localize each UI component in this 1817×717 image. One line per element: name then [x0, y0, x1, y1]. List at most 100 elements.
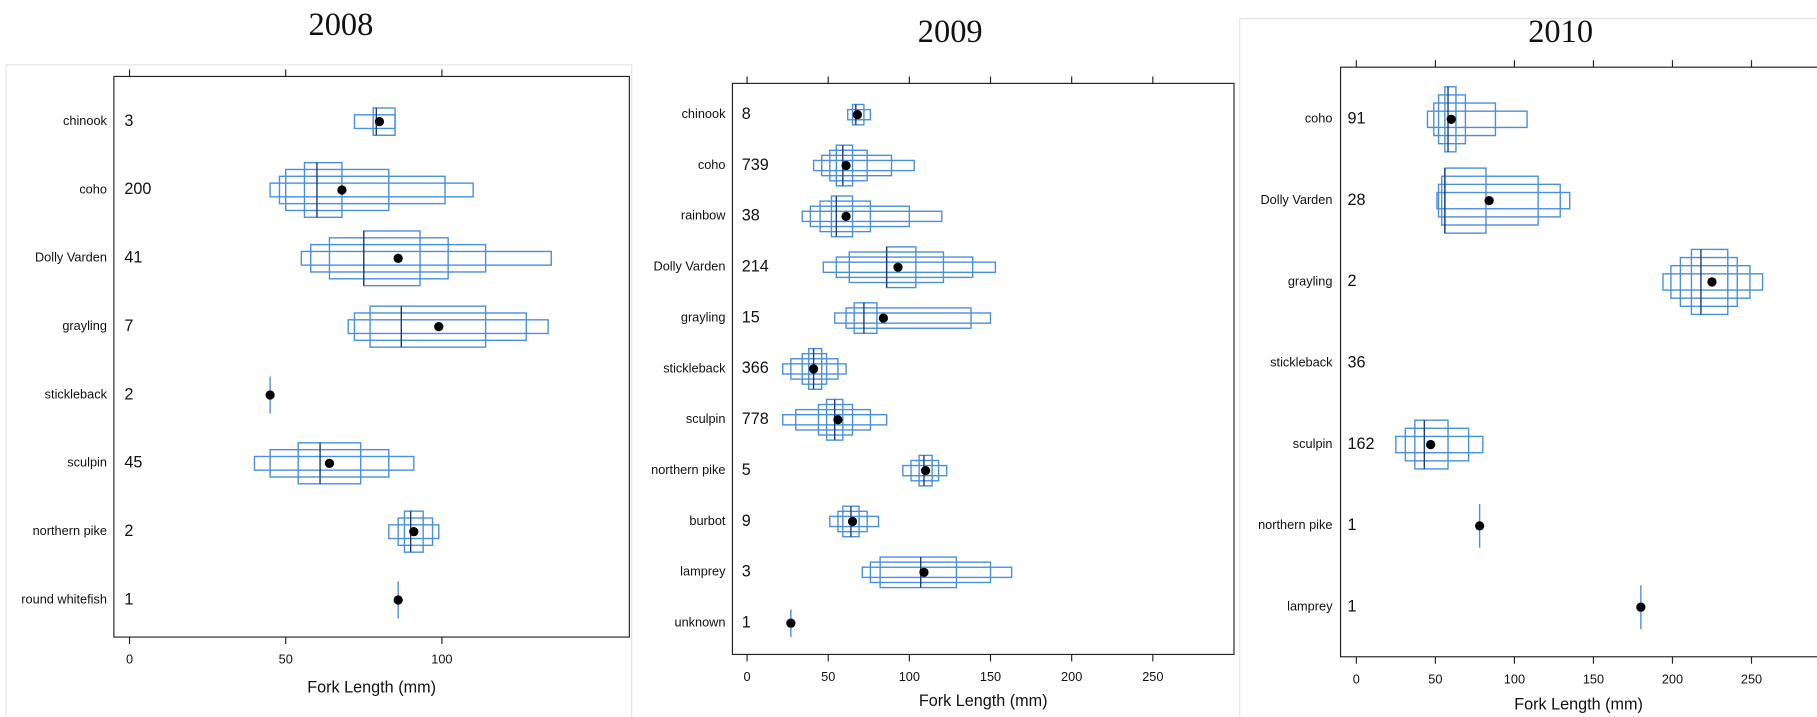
letter-value-box: [830, 195, 854, 238]
count-label: 1: [124, 590, 133, 608]
letter-value-box: [253, 455, 415, 471]
letter-value-box: [817, 403, 854, 436]
count-label: 214: [742, 258, 769, 276]
letter-value-box: [269, 182, 474, 198]
mean-dot: [1636, 602, 1646, 612]
count-label: 1: [1348, 597, 1357, 615]
letter-value-box: [819, 200, 872, 233]
letter-value-box: [790, 358, 839, 380]
mean-dot: [393, 253, 403, 263]
x-axis-label: Fork Length (mm): [1514, 696, 1643, 714]
letter-value-box: [369, 305, 487, 348]
count-label: 15: [742, 308, 760, 326]
letter-value-box: [821, 154, 893, 177]
letter-value-box: [879, 556, 958, 589]
letter-value-box: [1414, 419, 1449, 470]
count-label: 38: [742, 207, 760, 225]
letter-value-box: [835, 256, 974, 279]
count-label: 2: [124, 522, 133, 540]
panel-frame: [1239, 17, 1817, 717]
letter-value-box: [388, 524, 440, 540]
letter-value-box: [869, 561, 992, 584]
letter-value-box: [861, 566, 1013, 579]
mean-dot: [808, 364, 819, 374]
category-label: sculpin: [686, 411, 726, 426]
mean-dot: [847, 516, 858, 527]
letter-value-box: [845, 307, 972, 329]
letter-value-box: [403, 510, 424, 553]
category-label: lamprey: [680, 564, 726, 579]
letter-value-box: [829, 515, 880, 528]
mean-dot: [920, 465, 931, 476]
chart-title: 2008: [309, 7, 374, 43]
category-label: northern pike: [1258, 517, 1332, 532]
letter-value-box: [303, 161, 343, 218]
mean-dot: [434, 322, 444, 332]
x-tick-label: 0: [126, 652, 133, 667]
letter-value-box: [812, 159, 915, 172]
category-label: coho: [1305, 111, 1333, 126]
letter-value-box: [353, 114, 396, 130]
x-tick-label: 50: [279, 652, 293, 667]
mean-dot: [841, 160, 851, 171]
letter-value-box: [902, 464, 948, 477]
category-label: burbot: [689, 513, 726, 528]
letter-value-box: [1433, 102, 1497, 137]
x-tick-label: 0: [1353, 671, 1360, 686]
letter-value-box: [269, 448, 390, 478]
letter-value-box: [801, 210, 943, 223]
mean-dot: [374, 116, 385, 127]
category-label: sculpin: [1293, 436, 1333, 451]
letter-value-box: [1436, 191, 1571, 210]
count-label: 41: [124, 249, 142, 267]
letter-value-box: [1690, 248, 1729, 316]
count-label: 9: [742, 512, 751, 530]
mean-dot: [409, 527, 419, 537]
x-tick-label: 100: [899, 669, 920, 684]
letter-value-box: [347, 319, 549, 335]
x-tick-label: 200: [1061, 669, 1082, 684]
letter-value-box: [822, 261, 997, 274]
count-label: 1: [742, 613, 751, 631]
letter-value-box: [297, 442, 362, 485]
category-label: coho: [79, 181, 107, 196]
mean-dot: [852, 110, 863, 120]
count-label: 45: [124, 454, 142, 472]
mean-dot: [1484, 195, 1494, 206]
letter-value-box: [353, 312, 527, 342]
category-label: chinook: [63, 113, 108, 128]
mean-dot: [1475, 521, 1485, 531]
letter-value-box: [300, 250, 552, 266]
mean-dot: [1707, 277, 1717, 287]
plot-area: [1339, 66, 1817, 658]
chart-title: 2010: [1528, 14, 1593, 50]
category-label: coho: [698, 157, 726, 172]
letter-value-box: [1395, 435, 1484, 454]
letter-value-box: [1670, 264, 1751, 299]
count-label: 366: [742, 359, 769, 377]
letter-value-box: [328, 237, 449, 280]
letter-value-box: [848, 251, 945, 284]
category-label: sculpin: [67, 455, 107, 470]
letter-value-box: [910, 459, 940, 482]
x-tick-label: 0: [743, 669, 750, 684]
letter-value-box: [829, 149, 868, 182]
count-label: 8: [742, 105, 751, 123]
mean-dot: [1426, 439, 1436, 450]
category-label: Dolly Varden: [35, 250, 107, 265]
category-label: rainbow: [681, 208, 726, 223]
count-label: 1: [1348, 516, 1357, 534]
count-label: 3: [124, 112, 133, 130]
letter-value-box: [1441, 175, 1539, 226]
x-axis-label: Fork Length (mm): [919, 692, 1048, 710]
x-axis-label: Fork Length (mm): [307, 678, 436, 696]
x-tick-label: 150: [980, 669, 1001, 684]
plot-area: [113, 75, 630, 638]
mean-dot: [786, 618, 796, 628]
count-label: 2: [1348, 272, 1357, 290]
letter-value-box: [278, 175, 446, 205]
mean-dot: [878, 313, 889, 323]
letter-value-box: [851, 103, 865, 126]
count-label: 5: [742, 461, 751, 479]
